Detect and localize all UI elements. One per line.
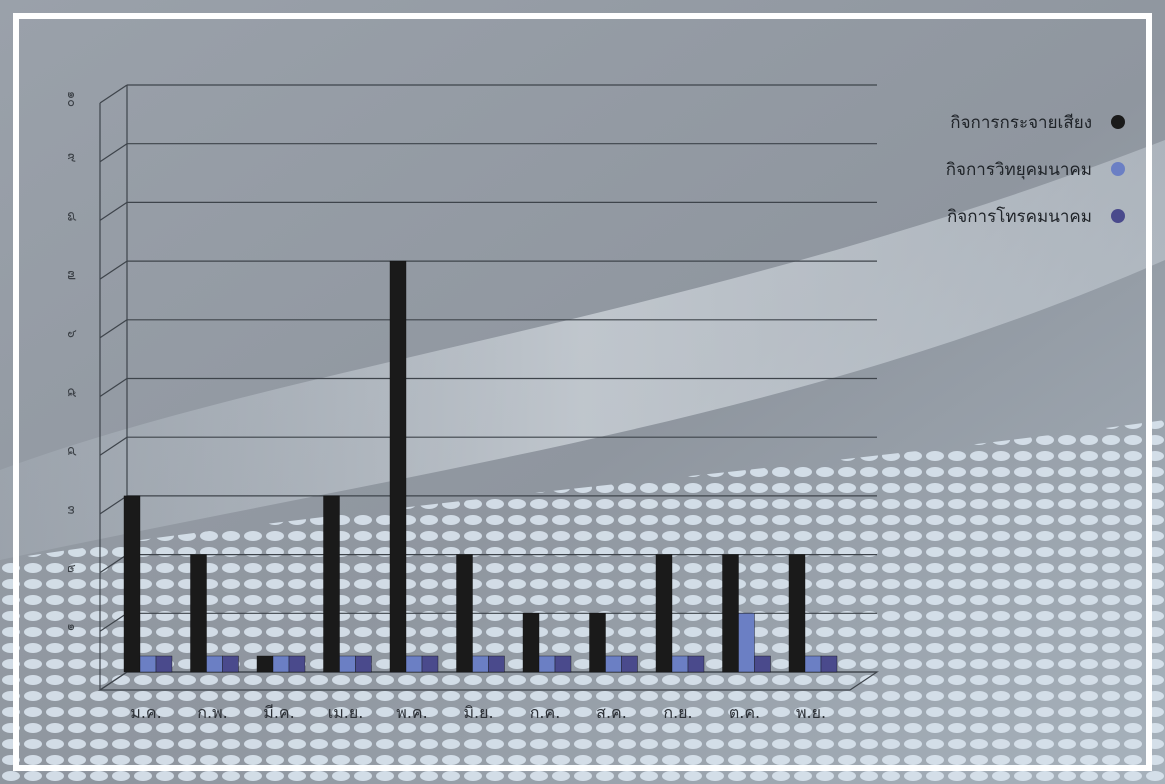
y-tick-label: ๙ xyxy=(64,153,79,163)
bar-telecommunication xyxy=(554,655,572,673)
bar-telecommunication xyxy=(288,655,306,673)
x-tick-label: ก.ย. xyxy=(663,703,692,722)
bar-telecommunication xyxy=(421,655,439,673)
y-tick-label: ๘ xyxy=(64,211,79,221)
bar-telecommunication xyxy=(155,655,173,673)
x-tick-label: มี.ค. xyxy=(263,703,294,722)
side-wall-gridline xyxy=(99,260,128,280)
bar-radiocommunication xyxy=(605,655,622,673)
bar-telecommunication xyxy=(355,655,372,673)
bar-radiocommunication xyxy=(472,655,489,673)
side-wall-gridline xyxy=(99,436,128,456)
side-wall-gridline xyxy=(99,84,128,104)
x-tick-label: พ.ย. xyxy=(796,703,826,722)
y-tick-label: ๓ xyxy=(64,505,79,514)
side-wall-gridline xyxy=(99,319,128,339)
bar-telecommunication xyxy=(488,655,505,673)
bar-broadcasting xyxy=(389,260,407,673)
bar-telecommunication xyxy=(222,655,239,673)
bar-radiocommunication xyxy=(804,655,822,673)
side-wall-gridline xyxy=(99,612,128,632)
y-tick-label: ๒ xyxy=(64,564,79,573)
bar-broadcasting xyxy=(323,495,340,673)
bar-broadcasting xyxy=(788,554,806,673)
bar-broadcasting xyxy=(722,554,739,673)
bar-telecommunication xyxy=(687,655,705,673)
y-tick-label: ๔ xyxy=(64,446,79,456)
bar-broadcasting xyxy=(589,613,606,673)
bar-radiocommunication xyxy=(139,655,157,673)
y-tick-label: ๗ xyxy=(64,270,79,280)
bar-broadcasting xyxy=(123,495,141,673)
x-tick-label: ม.ค. xyxy=(130,703,161,722)
bar-radiocommunication xyxy=(272,655,290,673)
bar-broadcasting xyxy=(655,554,673,673)
y-tick-label: ๑ xyxy=(64,623,79,631)
bar-broadcasting xyxy=(522,613,540,673)
legend-label: กิจการวิทยุคมนาคม xyxy=(946,160,1092,180)
bar-radiocommunication xyxy=(206,655,223,673)
side-wall-gridline xyxy=(99,201,128,221)
bar-telecommunication xyxy=(820,655,838,673)
legend-marker xyxy=(1111,115,1125,129)
side-wall-gridline xyxy=(99,143,128,163)
x-tick-label: ส.ค. xyxy=(596,703,627,722)
bar-radiocommunication xyxy=(738,613,755,673)
x-tick-label: ต.ค. xyxy=(729,703,760,722)
bar-broadcasting xyxy=(256,655,274,673)
dotted-floor-decoration xyxy=(0,420,1165,784)
bar-radiocommunication xyxy=(405,655,423,673)
side-wall-gridline xyxy=(99,554,128,574)
x-tick-label: ก.พ. xyxy=(197,703,227,722)
chart-floor xyxy=(98,671,879,691)
x-tick-label: ก.ค. xyxy=(530,703,561,722)
y-tick-label: ๖ xyxy=(64,330,79,338)
legend-label: กิจการกระจายเสียง xyxy=(950,113,1092,133)
bar-telecommunication xyxy=(621,655,638,673)
side-wall-gridline xyxy=(99,495,128,515)
bar-broadcasting xyxy=(456,554,473,673)
x-tick-label: เม.ย. xyxy=(328,703,364,722)
bar-radiocommunication xyxy=(538,655,556,673)
legend-marker xyxy=(1111,209,1125,223)
y-tick-label: ๕ xyxy=(64,388,79,398)
x-tick-label: มิ.ย. xyxy=(463,703,493,722)
white-frame-border xyxy=(13,13,1152,771)
legend-label: กิจการโทรคมนาคม xyxy=(947,206,1092,227)
decorative-wave xyxy=(0,140,1165,560)
x-tick-label: พ.ค. xyxy=(396,703,427,722)
y-tick-label: ๑๐ xyxy=(64,91,79,107)
bar-radiocommunication xyxy=(671,655,689,673)
bar-broadcasting xyxy=(190,554,207,673)
bar-telecommunication xyxy=(754,655,771,673)
legend-marker xyxy=(1111,162,1125,176)
bar-radiocommunication xyxy=(339,655,356,673)
side-wall-gridline xyxy=(99,378,128,397)
